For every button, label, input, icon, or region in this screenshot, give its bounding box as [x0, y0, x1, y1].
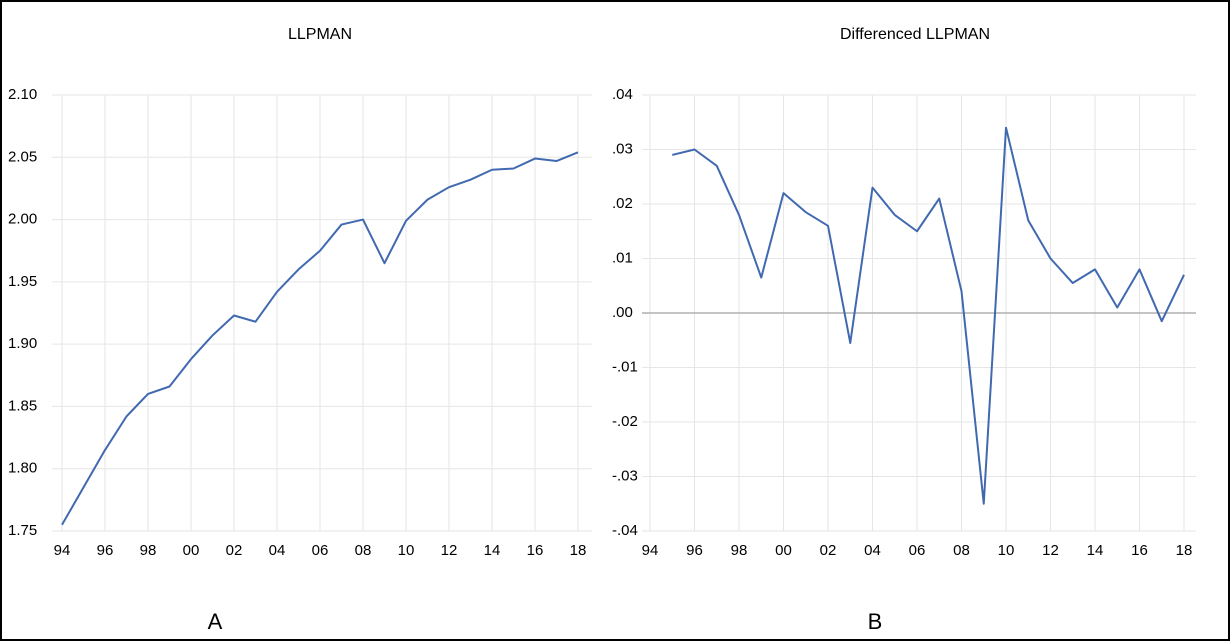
panel-label: B — [868, 609, 883, 634]
x-tick-label: 14 — [484, 542, 501, 559]
x-tick-label: 96 — [686, 542, 703, 559]
chart-title: LLPMAN — [288, 26, 352, 43]
x-tick-label: 94 — [642, 542, 659, 559]
x-tick-label: 06 — [909, 542, 926, 559]
y-tick-label: .01 — [612, 249, 633, 266]
x-tick-label: 10 — [398, 542, 415, 559]
x-tick-label: 00 — [775, 542, 792, 559]
line — [672, 126, 1185, 505]
y-tick-label: 1.80 — [8, 460, 37, 477]
y-tick-label: 1.90 — [8, 335, 37, 352]
panel-label: A — [208, 609, 223, 634]
x-tick-label: 12 — [1042, 542, 1059, 559]
x-tick-label: 16 — [527, 542, 544, 559]
x-tick-label: 02 — [820, 542, 837, 559]
x-tick-label: 06 — [312, 542, 329, 559]
y-tick-label: .03 — [612, 140, 633, 157]
y-tick-label: 2.05 — [8, 148, 37, 165]
y-tick-label: -.01 — [612, 358, 638, 375]
y-tick-label: .02 — [612, 195, 633, 212]
y-tick-label: -.04 — [612, 522, 638, 539]
y-tick-label: -.02 — [612, 413, 638, 430]
y-tick-label: 2.10 — [8, 86, 37, 103]
x-tick-label: 14 — [1087, 542, 1104, 559]
y-tick-label: .00 — [612, 304, 633, 321]
x-tick-label: 10 — [998, 542, 1015, 559]
x-tick-label: 96 — [97, 542, 114, 559]
x-tick-label: 18 — [570, 542, 587, 559]
x-tick-label: 16 — [1131, 542, 1148, 559]
y-tick-label: 2.00 — [8, 211, 37, 228]
y-tick-label: 1.85 — [8, 397, 37, 414]
y-tick-label: -.03 — [612, 467, 638, 484]
x-tick-label: 08 — [953, 542, 970, 559]
x-tick-label: 12 — [441, 542, 458, 559]
y-tick-label: .04 — [612, 86, 633, 103]
x-tick-label: 04 — [864, 542, 881, 559]
chart-title: Differenced LLPMAN — [840, 26, 990, 43]
x-tick-label: 04 — [269, 542, 286, 559]
x-tick-label: 00 — [183, 542, 200, 559]
x-tick-label: 08 — [355, 542, 372, 559]
x-tick-label: 98 — [731, 542, 748, 559]
y-tick-label: 1.75 — [8, 522, 37, 539]
x-tick-label: 02 — [226, 542, 243, 559]
x-tick-label: 18 — [1176, 542, 1193, 559]
x-tick-label: 94 — [54, 542, 71, 559]
y-tick-label: 1.95 — [8, 273, 37, 290]
x-tick-label: 98 — [140, 542, 157, 559]
line — [61, 151, 579, 526]
